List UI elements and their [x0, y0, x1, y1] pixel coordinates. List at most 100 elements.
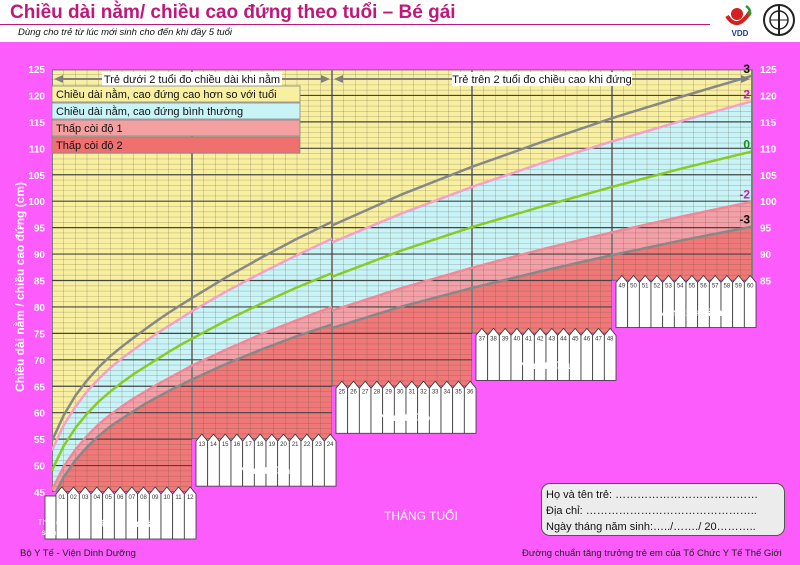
- month-tick-label: 40: [513, 336, 520, 342]
- month-picket: [347, 380, 360, 434]
- month-tick-label: 05: [105, 495, 112, 501]
- month-picket: [288, 433, 302, 487]
- page-subtitle: Dùng cho trẻ từ lúc mới sinh cho đến khi…: [18, 27, 233, 38]
- band-stunted-1-1: [52, 306, 332, 492]
- right-tick-label: 105: [760, 171, 777, 182]
- curve-sd0-seg1: [52, 271, 333, 471]
- year-label-5: Năm thứ năm: [658, 308, 723, 319]
- month-tick-label: 30: [397, 389, 404, 395]
- month-tick-label: 32: [420, 389, 427, 395]
- month-picket: [533, 327, 547, 381]
- month-picket: [440, 380, 454, 434]
- banner-under-2-bg: [102, 72, 282, 86]
- month-tick-label: 04: [93, 495, 100, 501]
- child-address-field[interactable]: Địa chỉ: ………………………………………..: [546, 505, 757, 517]
- x-axis-label: THÁNG TUỔI: [384, 509, 458, 523]
- left-tick-label: 75: [34, 329, 46, 340]
- month-picket: [568, 327, 582, 381]
- child-name-field[interactable]: Họ và tên trẻ: …………………………………: [546, 489, 759, 501]
- svg-text:VDD: VDD: [732, 29, 749, 38]
- month-picket: [358, 380, 372, 434]
- curve-sd-2-seg2: [331, 200, 752, 312]
- right-tick-label: 115: [760, 118, 777, 129]
- footer-who: Đường chuẩn tăng trưởng trẻ em của Tổ Ch…: [522, 548, 782, 559]
- month-picket: [650, 274, 664, 328]
- month-picket: [253, 433, 267, 487]
- month-picket: [417, 380, 430, 434]
- month-picket: [242, 433, 255, 487]
- month-picket: [195, 433, 209, 487]
- header: Chiều dài nằm/ chiều cao đứng theo tuổi …: [0, 0, 800, 42]
- month-picket: [183, 486, 197, 540]
- month-tick-label: 06: [117, 495, 124, 501]
- month-tick-label: 13: [198, 442, 205, 448]
- y-axis-label: Chiều dài nằm / chiều cao đứng (cm): [13, 181, 27, 393]
- year-label-2: Năm thứ hai: [240, 466, 299, 477]
- legend-swatch-4: [51, 136, 301, 154]
- left-tick-label: 110: [29, 144, 46, 155]
- left-tick-label: 55: [34, 435, 46, 446]
- curve-sd3-seg2: [331, 74, 752, 227]
- month-tick-label: 36: [467, 389, 474, 395]
- month-picket: [685, 274, 699, 328]
- right-tick-label: 120: [760, 91, 777, 102]
- month-tick-label: 19: [268, 442, 275, 448]
- month-picket: [708, 274, 722, 328]
- month-tick-label: 51: [642, 284, 649, 290]
- month-picket: [522, 327, 535, 381]
- month-picket: [428, 380, 442, 434]
- month-picket: [300, 433, 314, 487]
- month-picket: [265, 433, 279, 487]
- month-picket: [335, 380, 349, 434]
- month-picket: [148, 486, 162, 540]
- birth-month-label: Tháng sinh: [37, 518, 61, 537]
- banner-over-2-arrow-right-icon: [741, 75, 750, 83]
- curve-sd-2-seg1: [52, 305, 333, 491]
- month-tick-label: 18: [257, 442, 264, 448]
- month-tick-label: 11: [175, 495, 182, 501]
- year-label-3: Năm thứ ba: [380, 413, 436, 424]
- month-tick-label: 15: [222, 442, 229, 448]
- month-picket: [78, 486, 92, 540]
- month-picket: [312, 433, 325, 487]
- month-tick-label: 50: [630, 284, 637, 290]
- month-tick-label: 56: [700, 284, 707, 290]
- month-picket: [160, 486, 174, 540]
- right-tick-label: 100: [760, 197, 777, 208]
- month-tick-label: 49: [618, 284, 625, 290]
- month-tick-label: 48: [607, 336, 614, 342]
- month-tick-label: 57: [712, 284, 719, 290]
- month-tick-label: 08: [140, 495, 147, 501]
- month-picket: [393, 380, 407, 434]
- month-tick-label: 09: [152, 495, 159, 501]
- month-tick-label: 33: [432, 389, 439, 395]
- month-tick-label: 35: [455, 389, 462, 395]
- month-picket: [743, 274, 757, 328]
- legend-label-2: Chiều dài nằm, cao đứng bình thường: [56, 105, 243, 118]
- month-tick-label: 41: [525, 336, 532, 342]
- month-picket: [475, 327, 489, 381]
- who-logo-icon: [763, 4, 795, 36]
- month-picket: [207, 433, 220, 487]
- legend-swatch-1: [51, 85, 301, 103]
- month-tick-label: 25: [338, 389, 345, 395]
- child-dob-field[interactable]: Ngày tháng năm sinh:…../……./ 20………..: [546, 521, 756, 533]
- month-tick-label: 02: [70, 495, 77, 501]
- legend-label-3: Thấp còi độ 1: [56, 123, 123, 135]
- legend-label-1: Chiều dài nằm, cao đứng cao hơn so với t…: [56, 88, 277, 101]
- curve-sd3-seg1: [52, 220, 333, 442]
- month-picket: [615, 274, 629, 328]
- legend-label-4: Thấp còi độ 2: [56, 140, 123, 152]
- banner-under-2-arrow-left-icon: [54, 75, 63, 83]
- month-picket: [627, 274, 640, 328]
- month-tick-label: 26: [350, 389, 357, 395]
- month-tick-label: 37: [478, 336, 485, 342]
- month-tick-label: 28: [373, 389, 380, 395]
- month-picket: [603, 327, 617, 381]
- banner-over-2: Trẻ trên 2 tuổi đo chiều cao khi đứng: [452, 74, 631, 86]
- month-tick-label: 23: [315, 442, 322, 448]
- zscore-label-2: 2: [743, 87, 750, 101]
- left-tick-label: 100: [28, 197, 45, 208]
- month-picket: [463, 380, 477, 434]
